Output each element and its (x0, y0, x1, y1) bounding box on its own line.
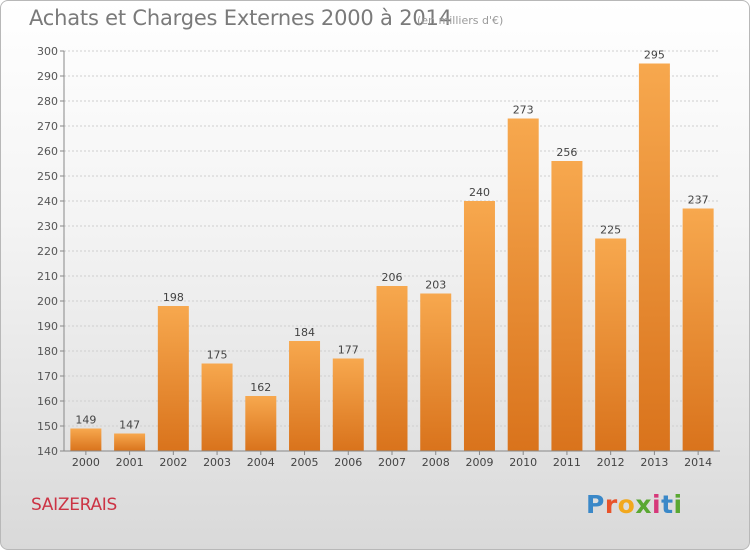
bar-2003 (201, 363, 233, 451)
logo-letter: i (673, 490, 683, 519)
place-name: SAIZERAIS (31, 495, 117, 515)
logo-letter: x (635, 490, 652, 519)
y-tick-label: 270 (37, 120, 58, 133)
bar-value-label: 225 (600, 224, 621, 237)
x-tick-label: 2001 (116, 456, 144, 469)
bar-2008 (420, 293, 452, 451)
x-tick-label: 2011 (553, 456, 581, 469)
logo-letter: r (604, 490, 618, 519)
y-tick-label: 300 (37, 45, 58, 58)
x-tick-label: 2008 (422, 456, 450, 469)
x-tick-label: 2014 (684, 456, 712, 469)
y-tick-label: 230 (37, 220, 58, 233)
bar-value-label: 198 (163, 291, 184, 304)
x-tick-label: 2013 (640, 456, 668, 469)
bar-value-label: 203 (425, 279, 446, 292)
bar-2009 (463, 201, 495, 451)
y-tick-label: 260 (37, 145, 58, 158)
x-axis: 2000 2001 2002 2003 2004 2005 2006 2007 2008 2009… (64, 450, 720, 469)
y-tick-label: 170 (37, 370, 58, 383)
x-tick-label: 2007 (378, 456, 406, 469)
y-tick-label: 240 (37, 195, 58, 208)
y-tick-label: 180 (37, 345, 58, 358)
bar-value-label: 206 (382, 271, 403, 284)
proxiti-logo[interactable]: Proxiti (586, 490, 683, 519)
bar-2014 (682, 208, 714, 451)
bar-value-label: 149 (75, 414, 96, 427)
y-tick-label: 210 (37, 270, 58, 283)
x-tick-label: 2003 (203, 456, 231, 469)
y-tick-label: 160 (37, 395, 58, 408)
bar-2006 (332, 358, 364, 451)
bar-value-label: 147 (119, 419, 140, 432)
logo-letter: t (661, 490, 674, 519)
bar-2012 (595, 238, 627, 451)
bar-value-label: 256 (556, 146, 577, 159)
x-tick-label: 2004 (247, 456, 275, 469)
bar-2002 (157, 306, 189, 451)
y-tick-label: 220 (37, 245, 58, 258)
bar-value-label: 237 (688, 194, 709, 207)
chart-title: Achats et Charges Externes 2000 à 2014 (29, 6, 452, 30)
y-axis: 140 150 160 170 180 190 200 210 220 230 240 250 260 2… (37, 45, 65, 458)
bar-value-label: 177 (338, 344, 359, 357)
bar-2005 (289, 341, 321, 451)
x-tick-label: 2010 (509, 456, 537, 469)
x-tick-label: 2000 (72, 456, 100, 469)
y-tick-label: 190 (37, 320, 58, 333)
bar-2010 (507, 118, 539, 451)
logo-letter: P (586, 490, 605, 519)
bar-2013 (638, 63, 670, 451)
bar-2011 (551, 161, 583, 451)
x-tick-label: 2012 (597, 456, 625, 469)
chart-subtitle: (en milliers d'€) (417, 14, 504, 27)
bar-2001 (114, 433, 146, 451)
bar-value-label: 184 (294, 326, 315, 339)
bar-value-label: 175 (207, 349, 228, 362)
bar-value-label: 162 (250, 381, 271, 394)
y-tick-label: 290 (37, 70, 58, 83)
x-tick-label: 2005 (291, 456, 319, 469)
y-tick-label: 250 (37, 170, 58, 183)
y-tick-label: 140 (37, 445, 58, 458)
x-tick-label: 2009 (465, 456, 493, 469)
bar-2007 (376, 286, 408, 451)
x-tick-label: 2006 (334, 456, 362, 469)
logo-letter: i (652, 490, 662, 519)
x-tick-label: 2002 (159, 456, 187, 469)
bar-value-label: 240 (469, 186, 490, 199)
y-tick-label: 150 (37, 420, 58, 433)
bar-value-label: 273 (513, 104, 534, 117)
bar-value-label: 295 (644, 49, 665, 62)
bar-2000 (70, 428, 102, 451)
y-tick-label: 200 (37, 295, 58, 308)
y-tick-label: 280 (37, 95, 58, 108)
logo-letter: o (617, 490, 636, 519)
bar-2004 (245, 396, 277, 451)
bars: 149 147 198 175 162 184 177 206 203 240 273 256 225 2… (70, 49, 714, 451)
